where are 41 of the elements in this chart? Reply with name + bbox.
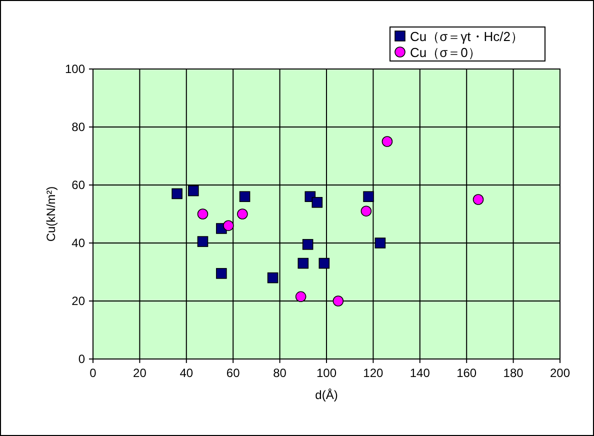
point (302, 239, 314, 250)
point (172, 188, 182, 200)
point (197, 208, 208, 220)
x-tick-label: 20 (133, 366, 147, 380)
legend-label: Cu（σ＝γt・Hc/2） (410, 29, 524, 44)
y-axis-title: Cu(kN/m²) (44, 186, 58, 242)
y-tick-label: 60 (72, 178, 86, 192)
point (382, 136, 393, 147)
x-tick-label: 200 (550, 366, 570, 380)
x-tick-label: 160 (456, 366, 477, 380)
point (237, 208, 248, 220)
x-tick-label: 100 (316, 366, 337, 380)
point (188, 185, 199, 196)
x-tick-label: 180 (503, 366, 524, 380)
point (363, 191, 374, 202)
point (267, 272, 278, 284)
point (472, 194, 484, 205)
y-tick-label: 100 (64, 62, 86, 76)
x-tick-label: 80 (273, 366, 287, 380)
point (223, 220, 234, 231)
point (216, 268, 227, 279)
point (298, 258, 309, 269)
legend-label: Cu（σ＝0） (410, 45, 481, 60)
point (374, 238, 386, 248)
x-tick-label: 0 (90, 366, 97, 380)
y-tick-label: 80 (72, 120, 86, 134)
x-tick-label: 60 (226, 366, 240, 380)
y-tick-label: 20 (72, 294, 86, 308)
x-axis-title: d(Å) (315, 388, 338, 402)
point (332, 296, 344, 306)
x-tick-label: 120 (363, 366, 384, 380)
point (312, 197, 323, 208)
point (360, 206, 372, 216)
y-tick-label: 0 (78, 352, 86, 366)
point (318, 258, 330, 269)
point (197, 236, 208, 247)
x-tick-label: 40 (180, 366, 194, 380)
point (239, 191, 250, 202)
y-tick-label: 40 (72, 236, 86, 250)
x-tick-label: 140 (410, 366, 430, 380)
point (295, 291, 306, 302)
